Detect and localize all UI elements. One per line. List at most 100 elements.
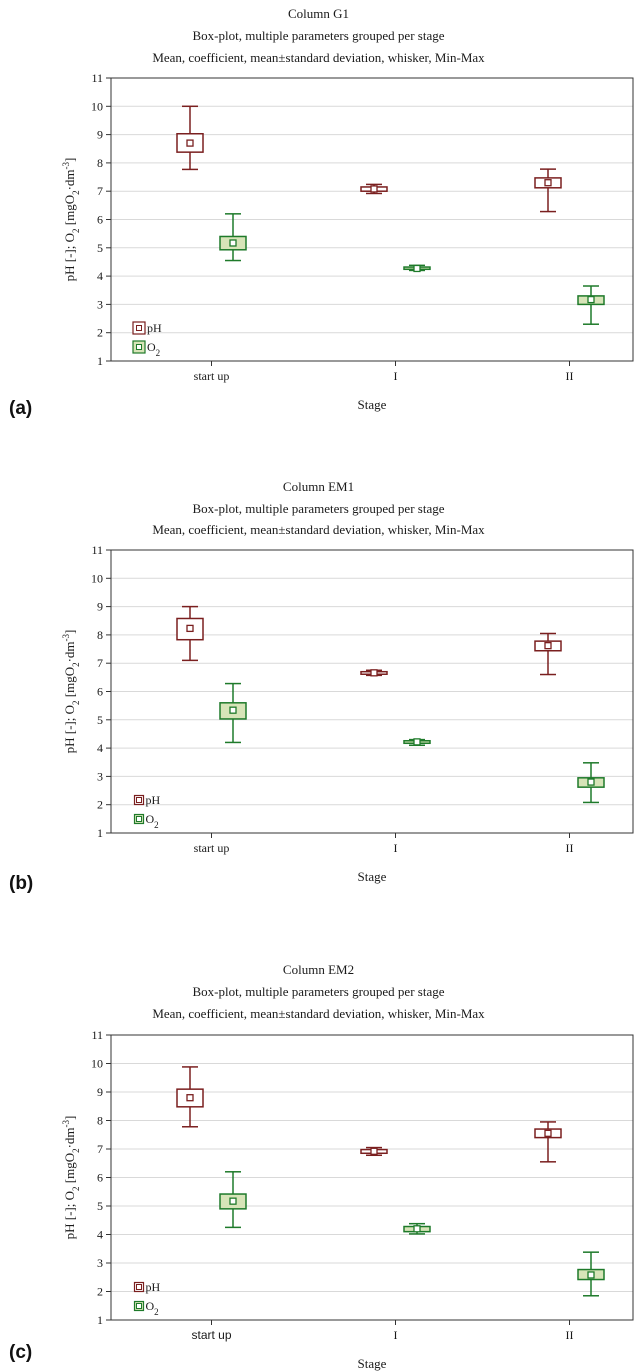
chart-subtitle: Box-plot, multiple parameters grouped pe… — [193, 984, 445, 999]
x-tick-label: start up — [194, 369, 230, 383]
x-tick-label: I — [394, 369, 398, 383]
y-axis-label: pH [-]; O2 [mgO2·dm-3] — [61, 630, 81, 754]
legend-label-text: O — [147, 340, 156, 354]
y-axis-label: pH [-]; O2 [mgO2·dm-3] — [61, 158, 81, 282]
y-tick-label: 5 — [97, 1199, 103, 1213]
y-axis-label-part: -3 — [61, 1119, 71, 1127]
x-tick-label: start up — [194, 841, 230, 855]
panel-label: (a) — [9, 398, 32, 419]
legend-mean-marker — [136, 816, 142, 822]
mean-marker — [229, 1197, 237, 1205]
y-tick-label: 11 — [91, 1028, 103, 1042]
legend-label-text: O — [146, 812, 155, 826]
y-tick-label: 7 — [97, 656, 103, 670]
mean-marker — [229, 239, 237, 247]
y-axis-label-part: ] — [62, 630, 77, 634]
box-o2-1 — [219, 682, 247, 744]
legend-label: O2 — [146, 1299, 159, 1317]
chart-title: Column EM1 — [283, 479, 354, 494]
y-tick-label: 3 — [97, 297, 103, 311]
legend-label: pH — [147, 321, 162, 335]
legend-mean-marker — [136, 344, 142, 350]
y-axis-label-part: ·dm — [62, 641, 77, 662]
box-ph-2 — [360, 669, 388, 677]
y-tick-label: 10 — [91, 1057, 103, 1071]
y-axis-label-part: ] — [62, 1116, 77, 1120]
mean-marker — [370, 185, 378, 193]
mean-marker — [413, 738, 421, 746]
x-tick-label: II — [566, 369, 574, 383]
y-axis-label-part: pH [-]; O — [62, 1191, 77, 1239]
box-o2-2 — [403, 738, 431, 747]
mean-marker — [587, 295, 595, 304]
chart-panel-2: Column EM1 Box-plot, multiple parameters … — [9, 479, 634, 894]
chart-subtitle: Mean, coefficient, mean±standard deviati… — [152, 522, 485, 537]
x-tick-label: start up — [191, 1328, 231, 1342]
mean-marker — [544, 642, 552, 650]
plot-frame — [110, 549, 634, 834]
chart-panel-1: Column G1 Box-plot, multiple parameters g… — [9, 6, 634, 419]
legend-label-text: pH — [147, 321, 162, 335]
mean-marker — [186, 139, 194, 147]
legend-label-text: pH — [146, 793, 161, 807]
chart-panel-3: Column EM2 Box-plot, multiple parameters … — [9, 962, 634, 1371]
y-tick-label: 7 — [97, 1142, 103, 1156]
y-tick-label: 2 — [97, 1285, 103, 1299]
y-axis-label-part: ·dm — [62, 169, 77, 190]
box-o2-3 — [577, 762, 605, 804]
y-axis-label-part: [mgO — [62, 195, 77, 229]
x-tick-label: II — [566, 1328, 574, 1342]
y-tick-label: 6 — [97, 1171, 103, 1185]
y-tick-label: 5 — [97, 241, 103, 255]
x-tick-label: II — [566, 841, 574, 855]
legend-label-sub: 2 — [154, 1307, 159, 1317]
y-axis-label-part: -3 — [61, 161, 71, 169]
y-axis-label-part: ] — [62, 158, 77, 162]
y-tick-label: 4 — [97, 269, 103, 283]
chart-title: Column G1 — [288, 6, 349, 21]
y-axis-label-part: 2 — [71, 1187, 81, 1192]
y-tick-label: 2 — [97, 326, 103, 340]
y-tick-label: 4 — [97, 1228, 103, 1242]
y-tick-label: 1 — [97, 1313, 103, 1327]
mean-marker — [186, 1094, 194, 1102]
y-tick-label: 8 — [97, 1114, 103, 1128]
box-o2-2 — [403, 264, 431, 273]
legend-label-sub: 2 — [154, 820, 159, 830]
y-axis-label-part: [mgO — [62, 1153, 77, 1187]
y-axis-label-part: 2 — [71, 229, 81, 234]
legend-label: O2 — [147, 340, 160, 358]
box-ph-2 — [360, 1146, 388, 1157]
mean-marker — [229, 706, 237, 714]
y-axis-label-part: pH [-]; O — [62, 705, 77, 753]
chart-subtitle: Mean, coefficient, mean±standard deviati… — [152, 50, 485, 65]
mean-marker — [370, 1147, 378, 1155]
y-axis-label-part: 2 — [71, 662, 81, 667]
legend-mean-marker — [136, 325, 142, 331]
box-ph-3 — [534, 632, 562, 676]
chart-subtitle: Box-plot, multiple parameters grouped pe… — [193, 501, 445, 516]
y-tick-label: 9 — [97, 1085, 103, 1099]
y-tick-label: 1 — [97, 826, 103, 840]
box-ph-1 — [176, 1066, 204, 1128]
box-ph-1 — [176, 105, 204, 171]
mean-marker — [587, 778, 595, 786]
x-axis-label: Stage — [358, 1356, 387, 1371]
chart-subtitle: Box-plot, multiple parameters grouped pe… — [193, 28, 445, 43]
legend-label: O2 — [146, 812, 159, 830]
box-ph-3 — [534, 168, 562, 213]
y-axis-label-part: 2 — [71, 190, 81, 195]
legend-mean-marker — [136, 1303, 142, 1309]
legend-label-text: pH — [146, 1280, 161, 1294]
legend-label: pH — [146, 1280, 161, 1294]
y-tick-label: 10 — [91, 99, 103, 113]
y-axis-label-part: 2 — [71, 701, 81, 706]
y-tick-label: 8 — [97, 156, 103, 170]
legend-mean-marker — [136, 1284, 142, 1290]
y-tick-label: 1 — [97, 354, 103, 368]
y-axis-label-part: -3 — [61, 633, 71, 641]
box-o2-2 — [403, 1222, 431, 1235]
x-tick-label: I — [394, 1328, 398, 1342]
y-tick-label: 4 — [97, 741, 103, 755]
